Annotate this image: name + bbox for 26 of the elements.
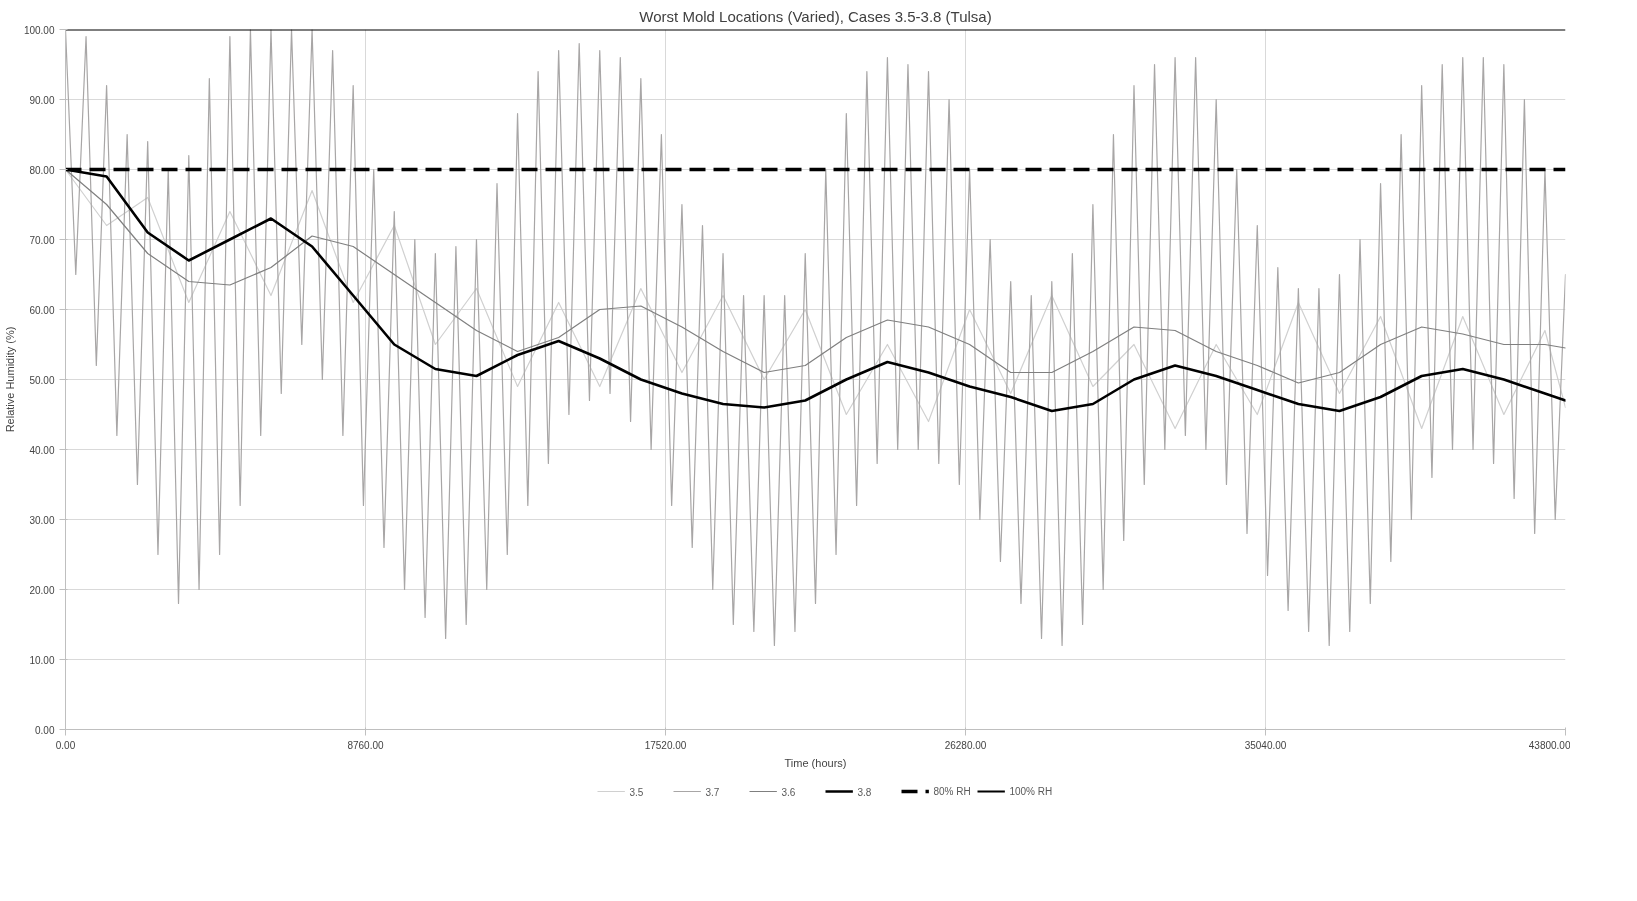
y-tick-label: 20.00 [29,584,55,596]
x-tick-label: 8760.00 [347,739,385,751]
y-tick-label: 90.00 [29,94,55,106]
chart-title: Worst Mold Locations (Varied), Cases 3.5-3.8 (Tulsa) [639,7,992,25]
legend-label: 3.6 [781,786,796,798]
legend-label: 80% RH [933,786,971,797]
y-tick-label: 70.00 [29,234,55,246]
y-tick-label: 80.00 [29,164,55,176]
y-tick-label: 100.00 [23,24,55,36]
y-tick-label: 40.00 [29,444,55,456]
y-tick-label: 30.00 [29,514,55,526]
y-tick-label: 50.00 [29,374,55,386]
legend-label: 3.8 [857,786,872,798]
legend-label: 3.5 [629,786,644,798]
legend-label: 100% RH [1009,786,1053,797]
x-tick-label: 43800.00 [1528,739,1571,751]
y-axis-title: Relative Humidity (%) [3,326,16,433]
y-tick-label: 10.00 [29,654,55,666]
legend-label: 3.7 [705,786,720,798]
x-tick-label: 35040.00 [1244,739,1287,751]
y-tick-label: 60.00 [29,304,55,316]
x-tick-label: 17520.00 [644,739,687,751]
x-tick-label: 26280.00 [944,739,987,751]
x-axis-title: Time (hours) [784,756,847,769]
x-tick-label: 0.00 [55,739,76,751]
y-tick-label: 0.00 [35,724,55,736]
